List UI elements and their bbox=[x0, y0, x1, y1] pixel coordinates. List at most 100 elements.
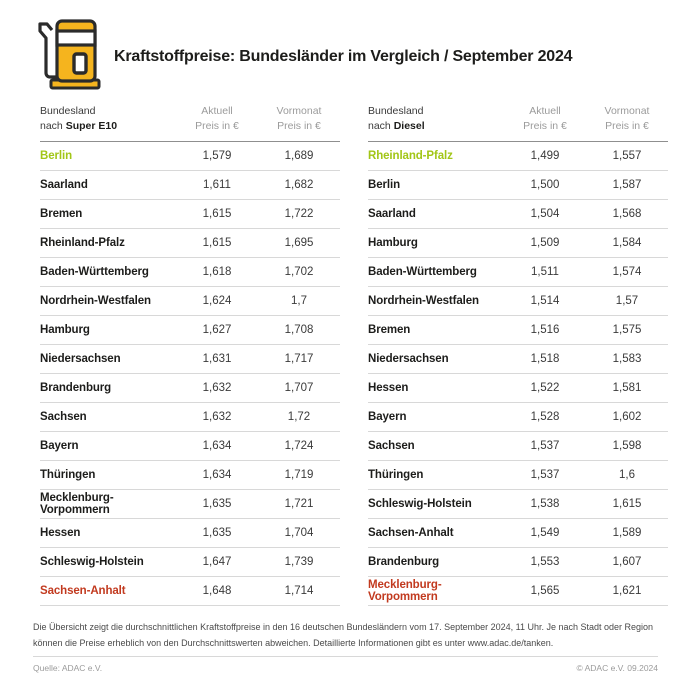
table-super-e10: Bundesland nach Super E10 Aktuell Preis … bbox=[40, 104, 340, 607]
state-name: Hessen bbox=[40, 527, 81, 540]
table-row: Bayern 1,528 1,602 bbox=[368, 403, 668, 433]
current-price: 1,635 bbox=[202, 527, 232, 540]
table-row: Sachsen-Anhalt 1,648 1,714 bbox=[40, 577, 340, 607]
state-name: Thüringen bbox=[368, 469, 424, 482]
table-row: Mecklenburg-Vorpommern 1,565 1,621 bbox=[368, 577, 668, 607]
state-name: Niedersachsen bbox=[368, 353, 449, 366]
previous-price: 1,621 bbox=[612, 585, 642, 598]
current-price: 1,631 bbox=[202, 353, 232, 366]
table-row: Niedersachsen 1,631 1,717 bbox=[40, 345, 340, 375]
previous-price: 1,721 bbox=[284, 498, 314, 511]
table-body: Rheinland-Pfalz 1,499 1,557 Berlin 1,500… bbox=[368, 142, 668, 607]
column-header-previous: Vormonat Preis in € bbox=[604, 105, 650, 133]
previous-price: 1,607 bbox=[612, 556, 642, 569]
state-name: Hamburg bbox=[368, 237, 418, 250]
footnote-text: Die Übersicht zeigt die durchschnittlich… bbox=[33, 622, 654, 648]
previous-price: 1,583 bbox=[612, 353, 642, 366]
previous-price: 1,57 bbox=[615, 295, 639, 308]
previous-price: 1,717 bbox=[284, 353, 314, 366]
table-header: Bundesland nach Super E10 Aktuell Preis … bbox=[40, 104, 340, 143]
tables-area: Bundesland nach Super E10 Aktuell Preis … bbox=[0, 96, 691, 607]
previous-price: 1,7 bbox=[291, 295, 307, 308]
current-price: 1,624 bbox=[202, 295, 232, 308]
table-row: Rheinland-Pfalz 1,499 1,557 bbox=[368, 142, 668, 172]
current-price: 1,522 bbox=[530, 382, 560, 395]
state-name: Bremen bbox=[368, 324, 411, 337]
table-row: Bremen 1,516 1,575 bbox=[368, 316, 668, 346]
state-name: Hamburg bbox=[40, 324, 90, 337]
previous-price: 1,739 bbox=[284, 556, 314, 569]
state-name: Saarland bbox=[40, 179, 88, 192]
current-price: 1,635 bbox=[202, 498, 232, 511]
table-row: Schleswig-Holstein 1,538 1,615 bbox=[368, 490, 668, 520]
current-price: 1,632 bbox=[202, 411, 232, 424]
previous-price: 1,557 bbox=[612, 150, 642, 163]
table-row: Thüringen 1,537 1,6 bbox=[368, 461, 668, 491]
table-row: Saarland 1,611 1,682 bbox=[40, 171, 340, 201]
current-price: 1,549 bbox=[530, 527, 560, 540]
previous-price: 1,722 bbox=[284, 208, 314, 221]
current-price: 1,579 bbox=[202, 150, 232, 163]
table-row: Sachsen 1,537 1,598 bbox=[368, 432, 668, 462]
previous-price: 1,589 bbox=[612, 527, 642, 540]
current-price: 1,518 bbox=[530, 353, 560, 366]
current-price: 1,499 bbox=[530, 150, 560, 163]
current-price: 1,611 bbox=[203, 179, 231, 192]
previous-price: 1,724 bbox=[284, 440, 314, 453]
current-price: 1,514 bbox=[530, 295, 560, 308]
table-row: Brandenburg 1,632 1,707 bbox=[40, 374, 340, 404]
state-name: Baden-Württemberg bbox=[40, 266, 149, 279]
current-price: 1,509 bbox=[530, 237, 560, 250]
previous-price: 1,704 bbox=[284, 527, 314, 540]
table-row: Baden-Württemberg 1,618 1,702 bbox=[40, 258, 340, 288]
previous-price: 1,581 bbox=[612, 382, 642, 395]
current-price: 1,538 bbox=[530, 498, 560, 511]
current-price: 1,634 bbox=[202, 469, 232, 482]
current-price: 1,634 bbox=[202, 440, 232, 453]
fuel-name: Super E10 bbox=[65, 120, 118, 133]
table-row: Berlin 1,579 1,689 bbox=[40, 142, 340, 172]
state-name: Brandenburg bbox=[40, 382, 112, 395]
state-name: Nordrhein-Westfalen bbox=[368, 295, 479, 308]
table-row: Nordrhein-Westfalen 1,514 1,57 bbox=[368, 287, 668, 317]
state-name: Sachsen bbox=[368, 440, 415, 453]
table-row: Baden-Württemberg 1,511 1,574 bbox=[368, 258, 668, 288]
previous-price: 1,574 bbox=[612, 266, 642, 279]
current-price: 1,648 bbox=[202, 585, 232, 598]
current-price: 1,528 bbox=[530, 411, 560, 424]
state-name: Nordrhein-Westfalen bbox=[40, 295, 151, 308]
table-row: Brandenburg 1,553 1,607 bbox=[368, 548, 668, 578]
previous-price: 1,615 bbox=[612, 498, 642, 511]
table-row: Hessen 1,635 1,704 bbox=[40, 519, 340, 549]
previous-price: 1,689 bbox=[284, 150, 314, 163]
current-price: 1,632 bbox=[202, 382, 232, 395]
previous-price: 1,719 bbox=[284, 469, 314, 482]
header: Kraftstoffpreise: Bundesländer im Vergle… bbox=[0, 0, 691, 96]
page-title: Kraftstoffpreise: Bundesländer im Vergle… bbox=[114, 48, 573, 65]
current-price: 1,516 bbox=[530, 324, 560, 337]
previous-price: 1,72 bbox=[287, 411, 311, 424]
current-price: 1,500 bbox=[530, 179, 560, 192]
previous-price: 1,575 bbox=[612, 324, 642, 337]
fuel-name: Diesel bbox=[393, 120, 425, 133]
current-price: 1,647 bbox=[202, 556, 232, 569]
table-row: Thüringen 1,634 1,719 bbox=[40, 461, 340, 491]
previous-price: 1,708 bbox=[284, 324, 314, 337]
table-row: Berlin 1,500 1,587 bbox=[368, 171, 668, 201]
previous-price: 1,584 bbox=[612, 237, 642, 250]
previous-price: 1,602 bbox=[612, 411, 642, 424]
state-name: Sachsen bbox=[40, 411, 87, 424]
state-name: Bayern bbox=[40, 440, 79, 453]
copyright-text: © ADAC e.V. 09.2024 bbox=[576, 663, 658, 673]
current-price: 1,537 bbox=[530, 440, 560, 453]
state-name: Berlin bbox=[368, 179, 400, 192]
state-name: Niedersachsen bbox=[40, 353, 121, 366]
state-name: Sachsen-Anhalt bbox=[368, 527, 454, 540]
previous-price: 1,587 bbox=[612, 179, 642, 192]
table-row: Hamburg 1,509 1,584 bbox=[368, 229, 668, 259]
source-text: Quelle: ADAC e.V. bbox=[33, 663, 103, 673]
state-name: Bayern bbox=[368, 411, 407, 424]
current-price: 1,504 bbox=[530, 208, 560, 221]
previous-price: 1,695 bbox=[284, 237, 314, 250]
